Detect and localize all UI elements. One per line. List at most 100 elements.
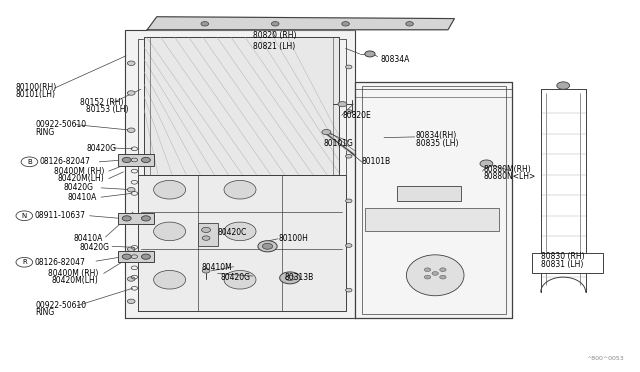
Circle shape — [154, 222, 186, 241]
Ellipse shape — [406, 255, 464, 296]
Circle shape — [154, 270, 186, 289]
Text: 80835 (LH): 80835 (LH) — [416, 139, 458, 148]
Circle shape — [557, 82, 570, 89]
Text: 00922-50610: 00922-50610 — [35, 120, 86, 129]
Text: 80410A: 80410A — [74, 234, 103, 243]
Text: 08126-82047: 08126-82047 — [40, 157, 90, 166]
Circle shape — [224, 180, 256, 199]
Circle shape — [141, 254, 150, 259]
Text: RING: RING — [35, 308, 54, 317]
Text: 80420G: 80420G — [80, 243, 110, 252]
Circle shape — [122, 157, 131, 163]
Text: 80821 (LH): 80821 (LH) — [253, 42, 295, 51]
Text: 80834(RH): 80834(RH) — [416, 131, 457, 140]
Text: 80101G: 80101G — [323, 139, 353, 148]
Text: 80101(LH): 80101(LH) — [16, 90, 56, 99]
Circle shape — [127, 61, 135, 65]
Text: 80830 (RH): 80830 (RH) — [541, 252, 584, 261]
Circle shape — [280, 272, 300, 284]
Circle shape — [127, 187, 135, 192]
Text: 80153 (LH): 80153 (LH) — [86, 105, 129, 114]
Circle shape — [122, 254, 131, 259]
Circle shape — [322, 129, 331, 135]
Text: 80420G: 80420G — [221, 273, 251, 282]
Text: 80880N<LH>: 80880N<LH> — [483, 172, 536, 181]
Text: 08126-82047: 08126-82047 — [35, 258, 85, 267]
Text: ^800^0053: ^800^0053 — [586, 356, 624, 361]
Circle shape — [346, 288, 352, 292]
Circle shape — [262, 243, 273, 249]
Text: B: B — [27, 159, 32, 165]
Circle shape — [440, 275, 446, 279]
Circle shape — [141, 157, 150, 163]
Text: N: N — [22, 213, 27, 219]
Circle shape — [346, 154, 352, 158]
Text: R: R — [22, 259, 27, 265]
Text: 80420C: 80420C — [218, 228, 247, 237]
Text: 80400M (RH): 80400M (RH) — [48, 269, 99, 278]
Text: 80420M(LH): 80420M(LH) — [51, 276, 98, 285]
Text: 08911-10637: 08911-10637 — [35, 211, 86, 220]
Text: 80100H: 80100H — [278, 234, 308, 243]
Bar — [118, 251, 154, 262]
Bar — [532, 253, 603, 273]
Circle shape — [141, 216, 150, 221]
Text: 00922-50610: 00922-50610 — [35, 301, 86, 310]
Text: 80834A: 80834A — [381, 55, 410, 64]
Text: 80152 (RH): 80152 (RH) — [80, 98, 124, 107]
Circle shape — [127, 217, 135, 222]
Circle shape — [424, 268, 431, 272]
Circle shape — [338, 102, 347, 107]
Bar — [118, 154, 154, 166]
Circle shape — [127, 91, 135, 95]
Circle shape — [346, 199, 352, 203]
Circle shape — [342, 22, 349, 26]
Text: 80100(RH): 80100(RH) — [16, 83, 57, 92]
Polygon shape — [147, 17, 454, 30]
Text: 80400M (RH): 80400M (RH) — [54, 167, 105, 176]
Circle shape — [365, 51, 375, 57]
Circle shape — [202, 269, 210, 273]
Text: 80420G: 80420G — [86, 144, 116, 153]
Text: 80831 (LH): 80831 (LH) — [541, 260, 583, 269]
Bar — [362, 86, 506, 314]
Circle shape — [127, 247, 135, 251]
Polygon shape — [355, 82, 512, 318]
Bar — [365, 208, 499, 231]
Circle shape — [271, 22, 279, 26]
Circle shape — [122, 216, 131, 221]
Circle shape — [258, 241, 277, 252]
Circle shape — [440, 268, 446, 272]
Text: 80880M(RH): 80880M(RH) — [483, 165, 531, 174]
Circle shape — [154, 180, 186, 199]
Text: 80410M: 80410M — [202, 263, 232, 272]
Text: 80820E: 80820E — [342, 111, 371, 120]
Circle shape — [480, 160, 493, 167]
Bar — [118, 213, 154, 224]
Circle shape — [127, 128, 135, 132]
Circle shape — [202, 236, 210, 240]
Polygon shape — [138, 175, 346, 311]
Text: 80820 (RH): 80820 (RH) — [253, 31, 296, 40]
Circle shape — [127, 299, 135, 304]
Circle shape — [224, 270, 256, 289]
Text: 80313B: 80313B — [285, 273, 314, 282]
Text: 80410A: 80410A — [67, 193, 97, 202]
Text: 80420M(LH): 80420M(LH) — [58, 174, 104, 183]
Text: RING: RING — [35, 128, 54, 137]
Circle shape — [127, 158, 135, 162]
Text: 80420G: 80420G — [64, 183, 94, 192]
Polygon shape — [144, 37, 339, 175]
Polygon shape — [125, 30, 355, 318]
Text: 80101B: 80101B — [362, 157, 391, 166]
Circle shape — [127, 277, 135, 281]
Circle shape — [202, 227, 211, 232]
Circle shape — [224, 222, 256, 241]
Circle shape — [406, 22, 413, 26]
Circle shape — [432, 272, 438, 275]
Circle shape — [346, 110, 352, 113]
Circle shape — [346, 65, 352, 69]
Circle shape — [424, 275, 431, 279]
Circle shape — [201, 22, 209, 26]
Bar — [198, 223, 218, 246]
